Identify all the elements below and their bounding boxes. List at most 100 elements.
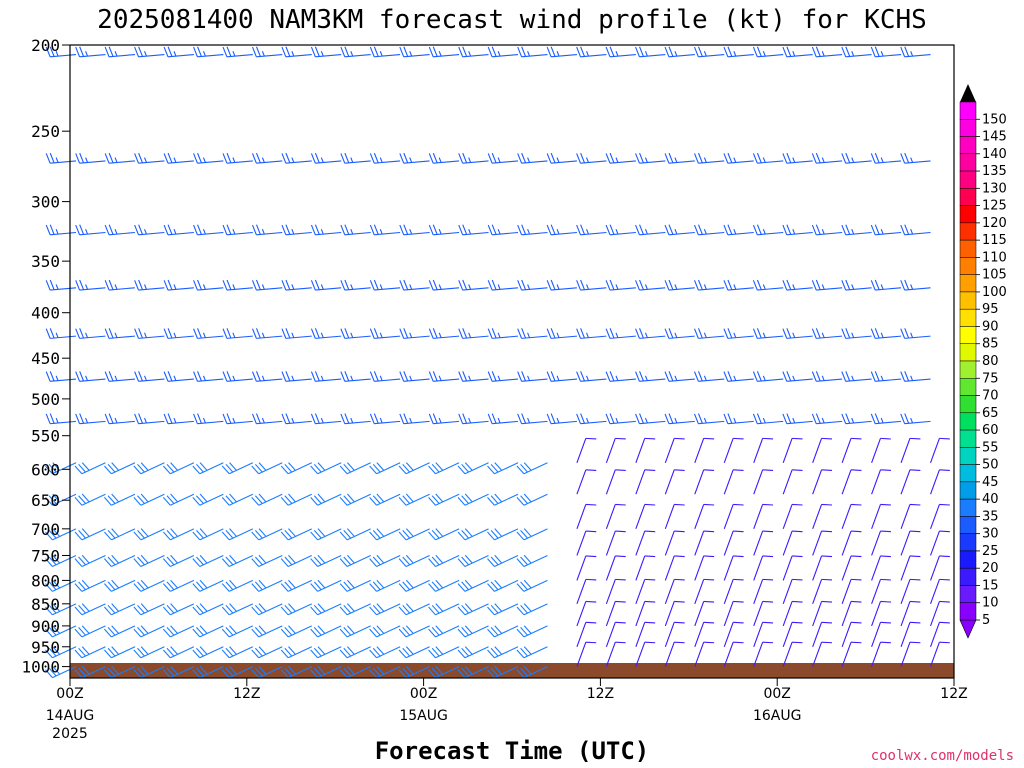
barb-full (580, 413, 585, 424)
barb-full (457, 649, 466, 659)
barb-staff (229, 462, 254, 475)
barb-full (372, 627, 381, 636)
barb-staff (376, 493, 401, 506)
barb-staff (550, 160, 577, 164)
barb-full (674, 530, 685, 533)
barb-full (792, 437, 803, 440)
barb-staff (786, 287, 813, 291)
wind-barb (605, 224, 636, 236)
wind-barb (134, 152, 165, 164)
barb-full (167, 152, 173, 164)
barb-full (762, 555, 774, 558)
barb-full (786, 371, 792, 382)
barb-half (379, 417, 383, 424)
wind-barb (723, 46, 754, 58)
barb-full (639, 413, 644, 424)
wind-barb (487, 603, 519, 616)
barb-half (527, 417, 531, 424)
wind-barb (45, 152, 77, 164)
wind-barb (104, 462, 136, 475)
wind-barb (458, 413, 489, 425)
barb-full (162, 669, 171, 678)
wind-barb (281, 371, 312, 382)
wind-barb (605, 328, 636, 339)
barb-full (104, 328, 110, 339)
barb-full (74, 669, 83, 678)
barb-staff (523, 603, 548, 616)
barb-staff (199, 603, 224, 616)
barb-full (405, 579, 414, 589)
wind-barb (811, 46, 843, 58)
wind-barb (900, 621, 921, 647)
barb-staff (875, 420, 902, 425)
barb-full (170, 493, 178, 503)
wind-barb (310, 603, 342, 616)
barb-staff (723, 504, 734, 530)
barb-half (291, 417, 295, 424)
barb-full (458, 280, 464, 291)
barb-staff (111, 646, 136, 659)
wind-barb (75, 413, 106, 425)
wind-barb (723, 555, 744, 581)
barb-full (346, 603, 355, 612)
barb-full (192, 606, 201, 616)
barb-full (280, 558, 289, 567)
barb-half (144, 375, 147, 381)
barb-half (703, 417, 707, 424)
wind-barb (457, 493, 489, 506)
barb-full (254, 581, 263, 591)
barb-half (232, 375, 236, 381)
wind-barb (871, 621, 891, 647)
barb-staff (757, 53, 784, 58)
barb-full (310, 606, 319, 616)
barb-staff (197, 420, 224, 425)
wind-barb (576, 578, 597, 605)
wind-barb (841, 413, 872, 425)
x-tick-label: 00Z (410, 686, 437, 702)
colorbar-label: 50 (982, 458, 999, 473)
barb-half (438, 417, 442, 424)
wind-barb (546, 279, 577, 291)
barb-staff (635, 504, 646, 530)
wind-barb (812, 578, 833, 605)
barb-full (251, 280, 257, 291)
barb-full (314, 328, 320, 339)
barb-staff (635, 601, 646, 627)
barb-half (438, 51, 442, 57)
wind-barb (487, 625, 519, 638)
barb-staff (871, 504, 882, 530)
barb-full (762, 530, 774, 533)
barb-half (527, 375, 531, 381)
barb-full (284, 581, 293, 591)
wind-barb (428, 493, 460, 506)
barb-full (78, 647, 86, 657)
barb-full (939, 530, 950, 533)
barb-staff (668, 53, 695, 58)
barb-full (107, 667, 116, 677)
barb-full (221, 583, 230, 592)
x-tick-date: 14AUG (46, 708, 95, 724)
barb-half (409, 229, 413, 235)
barb-full (462, 46, 468, 57)
barb-full (197, 46, 202, 57)
barb-full (258, 666, 267, 675)
barb-staff (816, 160, 843, 164)
barb-full (693, 46, 699, 58)
barb-full (668, 224, 674, 235)
barb-full (733, 469, 744, 471)
barb-staff (664, 641, 675, 667)
barb-staff (258, 579, 283, 592)
barb-full (639, 328, 644, 339)
barb-full (490, 627, 499, 636)
barb-full (850, 469, 862, 471)
wind-barb (74, 666, 106, 679)
barb-full (138, 413, 143, 424)
barb-full (399, 153, 405, 164)
colorbar-segment (959, 602, 977, 621)
barb-staff (229, 579, 254, 592)
barb-half (438, 332, 442, 338)
wind-barb (900, 469, 921, 495)
barb-full (45, 558, 53, 567)
barb-full (576, 280, 582, 291)
barb-full (723, 46, 729, 58)
